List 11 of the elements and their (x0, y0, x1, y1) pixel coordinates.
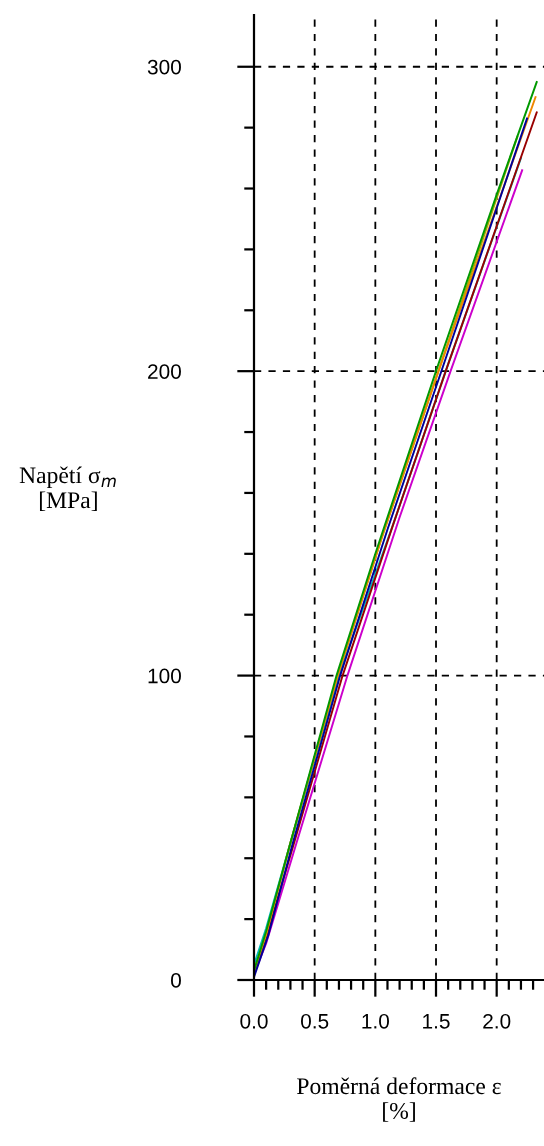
y-axis-title: Napětí σ$_{m}$ [MPa] (19, 466, 116, 512)
x-tick-label: 2.0 (483, 1013, 511, 1029)
x-tick-label: 1.0 (362, 1013, 390, 1029)
y-tick-label: 200 (148, 364, 181, 379)
x-tick-label: 0.5 (301, 1013, 329, 1029)
y-tick-label: 300 (147, 59, 181, 75)
x-tick-label: 1.5 (423, 1014, 450, 1029)
y-tick-label: 100 (148, 668, 181, 684)
x-tick-label: 0.0 (240, 1013, 268, 1029)
x-axis-title: Poměrná deformace ε [%] (297, 1077, 501, 1122)
y-tick-label: 0 (171, 973, 181, 988)
